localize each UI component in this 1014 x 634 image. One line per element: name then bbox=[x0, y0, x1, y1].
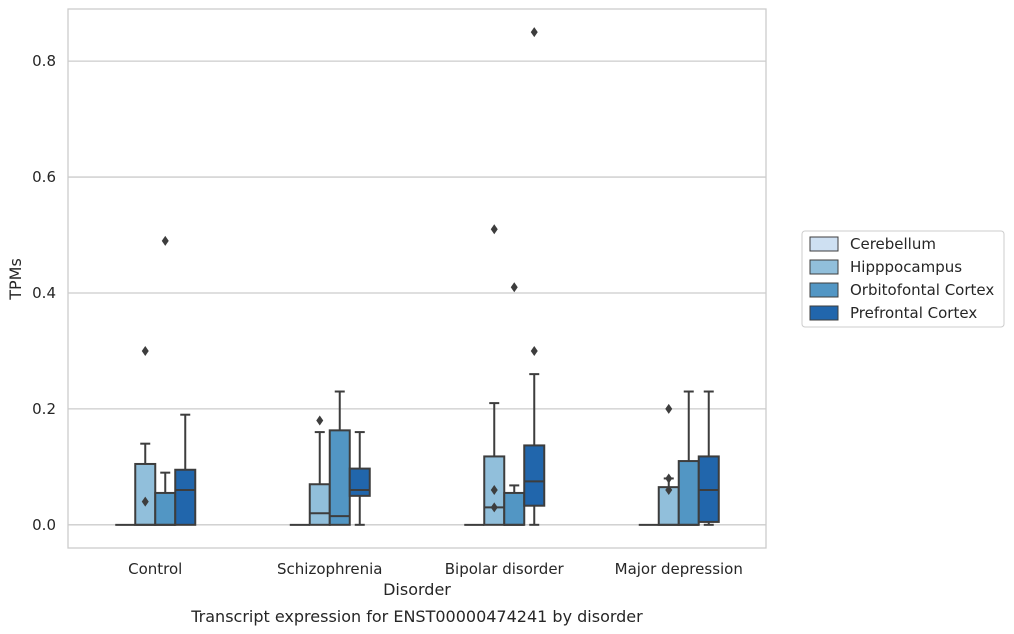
box-body bbox=[348, 467, 371, 497]
axis-layer: 0.0 0.2 0.4 0.6 0.8 Control Schizophrenia Bipol… bbox=[32, 52, 743, 578]
outlier-point bbox=[316, 415, 324, 426]
box-group bbox=[154, 235, 177, 526]
outlier-point bbox=[490, 224, 498, 235]
legend-label: Orbitofontal Cortex bbox=[850, 281, 994, 299]
box-group bbox=[503, 282, 526, 526]
box-group bbox=[677, 390, 700, 526]
legend-items: Cerebellum Hipppocampus Orbitofontal Corte… bbox=[809, 235, 994, 322]
box-body bbox=[154, 491, 177, 526]
outlier-point bbox=[530, 27, 538, 38]
plot-frame bbox=[67, 8, 767, 549]
y-tick-label: 0.8 bbox=[32, 52, 56, 70]
y-tick-label: 0.6 bbox=[32, 168, 56, 186]
outlier-point bbox=[665, 403, 673, 414]
box-group bbox=[523, 27, 546, 526]
box-group bbox=[483, 224, 506, 526]
outlier-point bbox=[141, 345, 149, 356]
box-group bbox=[308, 415, 331, 526]
box-body bbox=[308, 483, 331, 526]
box-group bbox=[174, 413, 197, 526]
box-group bbox=[348, 431, 371, 526]
y-tick-label: 0.4 bbox=[32, 284, 56, 302]
outlier-point bbox=[510, 282, 518, 293]
legend-label: Prefrontal Cortex bbox=[850, 304, 977, 322]
outlier-point bbox=[490, 485, 498, 496]
outlier-point bbox=[530, 345, 538, 356]
legend-label: Hipppocampus bbox=[850, 258, 962, 276]
outlier-point bbox=[141, 496, 149, 507]
box-group bbox=[134, 345, 157, 526]
box-body bbox=[174, 468, 197, 526]
x-tick-label: Major depression bbox=[615, 560, 743, 578]
chart-caption: Transcript expression for ENST0000047424… bbox=[190, 607, 643, 626]
box-body bbox=[503, 491, 526, 526]
box-body bbox=[328, 429, 351, 526]
y-tick-label: 0.0 bbox=[32, 516, 56, 534]
legend-swatch bbox=[809, 282, 839, 298]
grid-lines bbox=[68, 60, 766, 526]
y-tick-label: 0.2 bbox=[32, 400, 56, 418]
outlier-point bbox=[161, 235, 169, 246]
outlier-point bbox=[490, 502, 498, 513]
legend: Cerebellum Hipppocampus Orbitofontal Corte… bbox=[801, 230, 1005, 328]
legend-label: Cerebellum bbox=[850, 235, 936, 253]
x-axis-label: Disorder bbox=[383, 580, 451, 599]
box-group bbox=[657, 403, 680, 526]
legend-frame bbox=[801, 230, 1005, 328]
box-group bbox=[697, 390, 720, 526]
box-body bbox=[523, 444, 546, 507]
x-tick-label: Control bbox=[128, 560, 182, 578]
box-body bbox=[134, 462, 157, 526]
legend-swatch bbox=[809, 236, 839, 252]
y-axis-label: TPMs bbox=[6, 258, 25, 301]
legend-swatch bbox=[809, 259, 839, 275]
box-group bbox=[328, 390, 351, 526]
x-tick-label: Bipolar disorder bbox=[445, 560, 565, 578]
box-layer bbox=[115, 27, 720, 526]
outlier-point bbox=[665, 473, 673, 484]
outlier-point bbox=[665, 485, 673, 496]
box-body bbox=[677, 460, 700, 526]
x-tick-label: Schizophrenia bbox=[277, 560, 382, 578]
legend-swatch bbox=[809, 305, 839, 321]
